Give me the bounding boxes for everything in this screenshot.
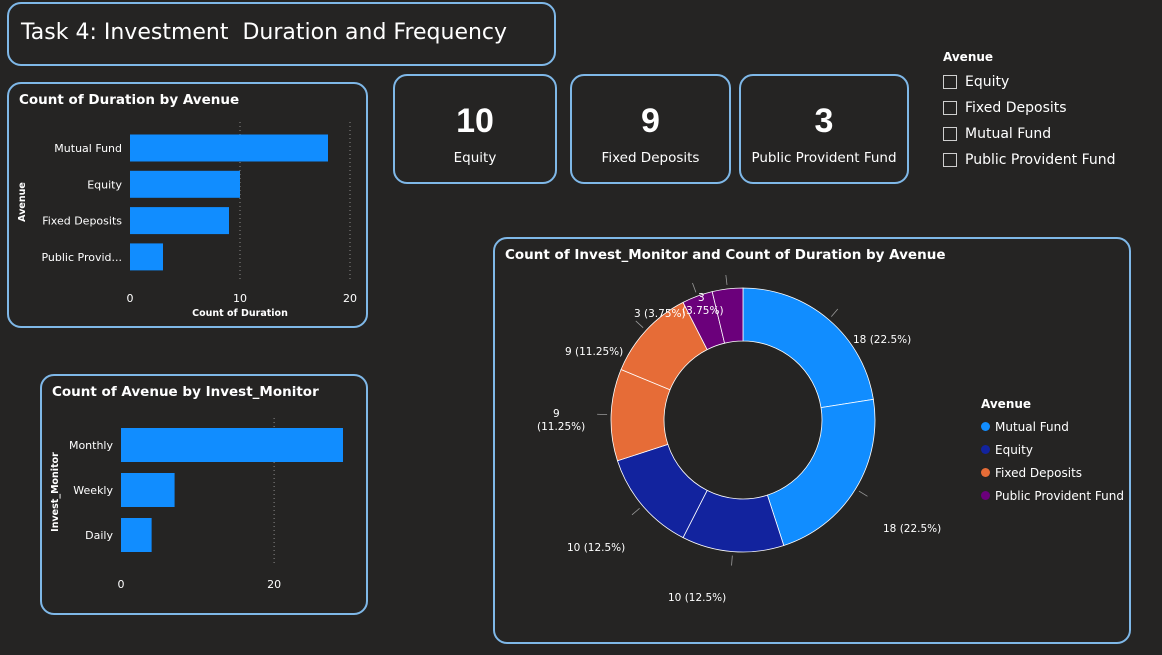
checkbox[interactable] (943, 153, 957, 167)
kpi-value: 10 (456, 102, 494, 140)
kpi-value: 3 (814, 102, 834, 140)
kpi-label: Equity (453, 150, 497, 166)
duration-by-avenue-chart: 0 10 20 Mutual Fund Equity Fixed Deposits Publ… (17, 122, 357, 319)
legend-dot (981, 445, 990, 454)
legend-label: Fixed Deposits (995, 465, 1083, 480)
bar (121, 428, 343, 462)
data-label: 9 (11.25%) (565, 346, 623, 358)
donut-legend: Avenue Mutual Fund Equity Fixed Deposits… (981, 397, 1124, 507)
leader-line (631, 508, 640, 516)
x-tick-label: 20 (343, 292, 357, 305)
y-axis-label: Avenue (17, 182, 28, 222)
data-label: 18 (22.5%) (883, 523, 941, 535)
data-label: 3 (3.75%) (682, 292, 724, 317)
duration-by-avenue-card[interactable]: Count of Duration by Avenue 0 10 20 Mutual … (7, 82, 368, 328)
checkbox[interactable] (943, 127, 957, 141)
y-tick-label: Public Provid... (41, 251, 122, 264)
data-label: 3 (3.75%) (634, 308, 686, 320)
title-card: Task 4: Investment Duration and Frequenc… (7, 2, 556, 66)
slicer-option-label: Fixed Deposits (965, 100, 1067, 116)
y-tick-label: Fixed Deposits (42, 215, 122, 228)
leader-line (731, 555, 733, 566)
x-tick-label: 10 (233, 292, 247, 305)
avenue-slicer: Avenue Equity Fixed Deposits Mutual Fund… (943, 50, 1143, 180)
data-label-line: (11.25%) (537, 421, 585, 433)
leader-line (692, 282, 697, 293)
bar (130, 207, 229, 235)
slicer-title: Avenue (943, 50, 994, 64)
kpi-card-ppf[interactable]: 3 Public Provident Fund (739, 74, 909, 184)
bar (130, 243, 163, 271)
bar (130, 170, 240, 198)
y-tick-label: Daily (85, 529, 113, 542)
leader-line (635, 320, 644, 328)
checkbox[interactable] (943, 101, 957, 115)
legend-title: Avenue (981, 397, 1032, 411)
data-label-line: 3 (698, 292, 705, 304)
donut-slice (711, 287, 744, 344)
legend-dot (981, 491, 990, 500)
leader-line (858, 490, 868, 497)
slicer-option-ppf[interactable]: Public Provident Fund (943, 147, 1143, 173)
kpi-label: Fixed Deposits (601, 150, 700, 166)
x-tick-label: 0 (118, 578, 125, 591)
legend-label: Equity (995, 442, 1033, 457)
avenue-by-invest-monitor-card[interactable]: Count of Avenue by Invest_Monitor 0 20 Mon… (40, 374, 368, 615)
legend-item[interactable]: Public Provident Fund (981, 484, 1124, 507)
x-tick-label: 0 (127, 292, 134, 305)
kpi-label: Public Provident Fund (751, 150, 897, 166)
slicer-option-label: Mutual Fund (965, 126, 1052, 142)
legend-label: Mutual Fund (995, 419, 1069, 434)
data-label: 9 (11.25%) (537, 408, 585, 433)
legend-dot (981, 468, 990, 477)
y-tick-label: Weekly (73, 484, 113, 497)
slicer-option-label: Equity (965, 74, 1010, 90)
chart-title: Count of Duration by Avenue (19, 92, 240, 108)
legend-label: Public Provident Fund (995, 488, 1124, 503)
y-tick-label: Monthly (69, 439, 114, 452)
data-label-line: (3.75%) (682, 305, 724, 317)
x-tick-label: 20 (267, 578, 281, 591)
kpi-value: 9 (641, 102, 660, 140)
data-label-line: 9 (553, 408, 560, 420)
slicer-option-label: Public Provident Fund (965, 152, 1116, 168)
kpi-card-equity[interactable]: 10 Equity (393, 74, 557, 184)
y-tick-label: Equity (87, 178, 122, 191)
legend-item[interactable]: Mutual Fund (981, 415, 1124, 438)
leader-line (725, 274, 728, 285)
y-tick-label: Mutual Fund (54, 142, 122, 155)
bar (121, 473, 175, 507)
leader-line (831, 308, 839, 317)
donut-card[interactable]: Count of Invest_Monitor and Count of Dur… (493, 237, 1131, 644)
legend-item[interactable]: Equity (981, 438, 1124, 461)
x-axis-label: Count of Duration (192, 308, 288, 319)
bar (130, 134, 328, 162)
data-label: 18 (22.5%) (853, 334, 911, 346)
chart-title: Count of Avenue by Invest_Monitor (52, 384, 319, 400)
legend-dot (981, 422, 990, 431)
chart-title: Count of Invest_Monitor and Count of Dur… (505, 247, 946, 263)
donut-slice (742, 287, 874, 409)
data-label: 10 (12.5%) (668, 592, 726, 604)
donut-chart: 18 (22.5%) 18 (22.5%) 10 (12.5%) 10 (12.5%)… (537, 274, 941, 604)
bar (121, 518, 152, 552)
donut-slice (766, 398, 876, 547)
page-title: Task 4: Investment Duration and Frequenc… (21, 20, 508, 45)
y-axis-label: Invest_Monitor (50, 452, 61, 532)
slicer-option-mutual-fund[interactable]: Mutual Fund (943, 121, 1143, 147)
legend-item[interactable]: Fixed Deposits (981, 461, 1124, 484)
slicer-option-fixed-deposits[interactable]: Fixed Deposits (943, 95, 1143, 121)
kpi-card-fixed-deposits[interactable]: 9 Fixed Deposits (570, 74, 731, 184)
avenue-by-invest-monitor-chart: 0 20 Monthly Weekly Daily Invest_Monitor (50, 418, 343, 591)
checkbox[interactable] (943, 75, 957, 89)
data-label: 10 (12.5%) (567, 542, 625, 554)
slicer-option-equity[interactable]: Equity (943, 69, 1143, 95)
